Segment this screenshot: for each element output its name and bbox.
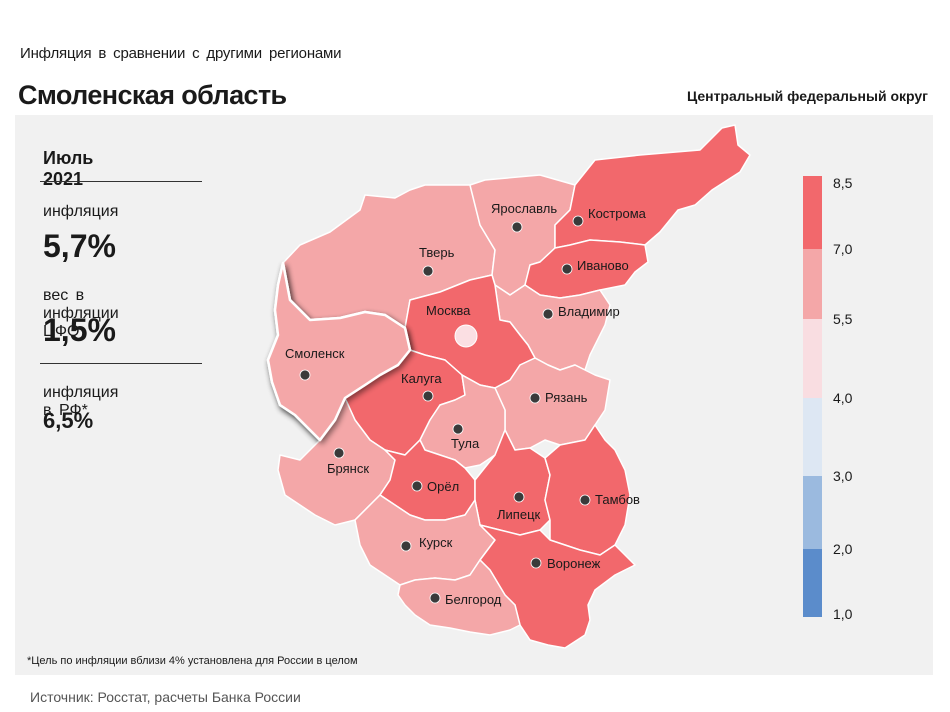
legend-band [803, 176, 822, 249]
city-label: Кострома [588, 206, 647, 221]
legend-band [803, 549, 822, 617]
city-marker [511, 221, 523, 233]
legend-tick-label: 5,5 [833, 311, 853, 327]
footnote: *Цель по инфляции вблизи 4% установлена … [27, 655, 358, 667]
city-label: Тула [451, 436, 480, 451]
city-marker [530, 557, 542, 569]
city-label: Орёл [427, 479, 459, 494]
city-marker [513, 491, 525, 503]
city-label: Ярославль [491, 201, 557, 216]
period-label: Июль 2021 [43, 148, 94, 189]
city-label: Белгород [445, 592, 502, 607]
city-label: Липецк [497, 507, 541, 522]
city-label: Москва [426, 303, 471, 318]
page-subtitle: Инфляция в сравнении с другими регионами [20, 45, 342, 62]
region-3 [554, 124, 751, 249]
city-label: Брянск [327, 461, 369, 476]
divider [40, 181, 202, 182]
city-marker [333, 447, 345, 459]
city-label: Калуга [401, 371, 442, 386]
city-marker [572, 215, 584, 227]
city-label: Иваново [577, 258, 629, 273]
region-4 [524, 239, 649, 299]
city-marker [422, 390, 434, 402]
legend-band [803, 398, 822, 476]
region-14 [544, 424, 631, 556]
legend-tick-label: 1,0 [833, 606, 853, 622]
city-marker [529, 392, 541, 404]
region-17 [397, 559, 521, 636]
legend-tick-label: 7,0 [833, 241, 853, 257]
inflation-value: 5,7% [43, 228, 116, 264]
city-marker [429, 592, 441, 604]
city-label: Курск [419, 535, 453, 550]
legend-band [803, 249, 822, 319]
source-note: Источник: Росстат, расчеты Банка России [30, 689, 301, 705]
legend-band [803, 476, 822, 549]
divider [40, 363, 202, 364]
city-marker [411, 480, 423, 492]
city-label: Воронеж [547, 556, 601, 571]
rf-inflation-label: инфляция в РФ* [43, 384, 119, 419]
district-label: Центральный федеральный округ [686, 88, 928, 104]
city-label: Рязань [545, 390, 588, 405]
city-marker [299, 369, 311, 381]
legend-band [803, 319, 822, 398]
city-marker [579, 494, 591, 506]
city-label: Смоленск [285, 346, 345, 361]
legend-tick-label: 4,0 [833, 390, 853, 406]
city-label: Тверь [419, 245, 455, 260]
legend-tick-label: 2,0 [833, 541, 853, 557]
city-marker [400, 540, 412, 552]
inflation-label: инфляция [43, 203, 119, 220]
city-marker [452, 423, 464, 435]
city-label: Владимир [558, 304, 620, 319]
rf-inflation-value: 6,5% [43, 408, 94, 433]
city-label: Тамбов [595, 492, 640, 507]
city-marker [561, 263, 573, 275]
weight-label: вес в инфляции ЦФО [43, 287, 119, 340]
city-marker [542, 308, 554, 320]
legend-tick-label: 8,5 [833, 175, 853, 191]
city-marker [422, 265, 434, 277]
city-marker [454, 324, 478, 348]
highlighted-region [266, 261, 412, 442]
legend-tick-label: 3,0 [833, 468, 853, 484]
weight-value: 1,5% [43, 312, 116, 348]
page-title: Смоленская область [18, 80, 287, 110]
